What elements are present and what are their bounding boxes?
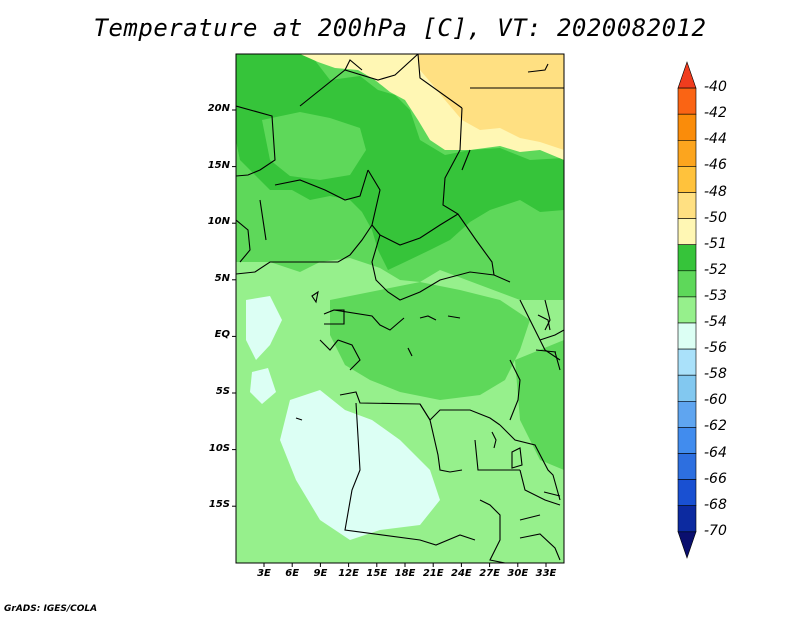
lat-label-15s: 15S [208,499,230,511]
legend-swatch [677,505,697,533]
lon-label-9e: 9E [313,568,328,579]
map-frame [235,53,565,564]
lon-label-27e: 27E [479,568,500,579]
lon-label-12e: 12E [338,568,359,579]
legend-swatch [677,400,697,428]
legend-label: -70 [704,522,727,539]
legend-swatch [677,270,697,298]
legend-swatch [677,296,697,324]
legend-swatch [677,427,697,454]
legend-label: -58 [704,366,727,383]
legend-label: -66 [704,470,727,487]
chart-title: Temperature at 200hPa [C], VT: 202008201… [93,14,707,42]
grads-credit: GrADS: IGES/COLA [4,604,98,614]
legend-label: -56 [704,340,727,357]
legend-swatch [677,374,697,402]
legend-swatch [677,244,697,272]
legend-swatch [677,113,697,141]
lat-label-10s: 10S [208,442,230,454]
legend-label: -52 [704,261,727,278]
lon-label-18e: 18E [394,568,416,579]
legend-label: -40 [704,79,727,96]
temp-field-53-north [262,112,366,180]
country-borders [236,54,564,563]
lon-label-24e: 24E [451,568,472,579]
lat-label-5n: 5N [214,272,230,284]
temp-field-53-central [330,282,530,400]
lon-label-21e: 21E [422,568,444,579]
legend-arrow-bottom [677,531,697,559]
legend-swatch [677,218,697,246]
legend-swatch [677,453,697,480]
legend-label: -44 [704,131,727,148]
legend-label: -42 [704,105,727,122]
lat-label-10n: 10N [207,216,230,228]
legend-swatch [677,140,697,167]
lat-label-20n: 20N [207,103,230,114]
legend-arrow-top [677,61,697,89]
lon-label-3e: 3E [257,568,271,579]
lon-label-6e: 6E [285,568,300,579]
lat-label-eq: EQ [214,329,230,341]
legend-label: -50 [704,209,727,226]
legend-swatch [677,192,697,219]
lat-label-5s: 5S [215,386,230,397]
temp-field-56 [246,296,282,360]
legend-label: -54 [704,314,727,330]
legend-label: -51 [704,235,727,252]
legend-label: -60 [704,392,727,409]
lon-label-15e: 15E [366,568,388,579]
legend-swatch [677,87,697,115]
legend-label: -64 [704,444,727,461]
legend-label: -68 [704,496,727,513]
legend-label: -48 [704,183,727,200]
legend-swatch [677,166,697,193]
legend-label: -46 [704,157,727,174]
temp-field-52 [236,54,564,270]
legend-label: -53 [704,287,727,304]
legend-swatch [677,322,697,350]
lon-label-30e: 30E [507,568,529,579]
temp-field-50 [418,54,564,150]
axis-ticks [232,109,547,567]
lat-label-15n: 15N [207,159,230,171]
color-legend [677,61,697,559]
temp-field-53-east [515,340,564,470]
temp-field-56-coast [250,368,276,404]
lon-label-33e: 33E [535,568,557,579]
legend-swatch [677,348,697,376]
legend-swatch [677,479,697,507]
legend-label: -62 [704,418,727,435]
